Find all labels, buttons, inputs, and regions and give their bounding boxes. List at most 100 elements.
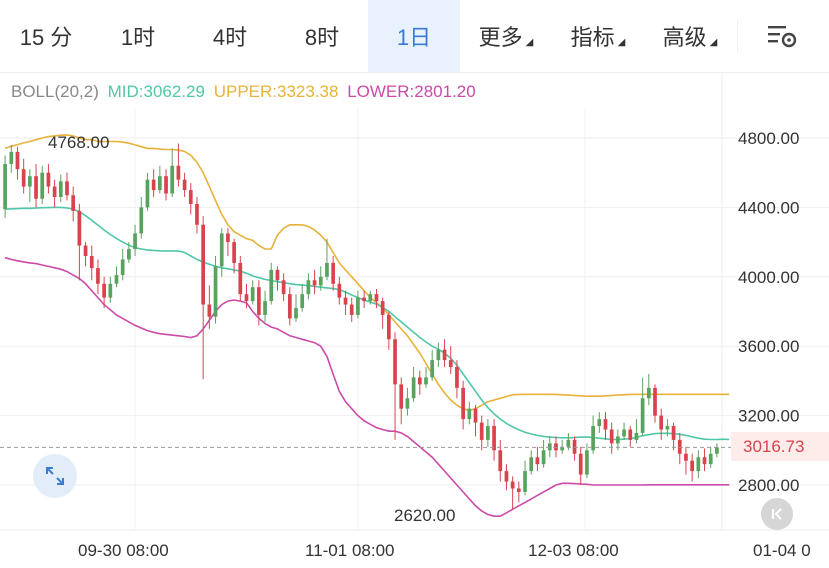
candle-body xyxy=(151,179,156,191)
candle-body xyxy=(114,275,119,284)
candle-body xyxy=(250,287,255,302)
candle-body xyxy=(318,276,323,286)
candle-body xyxy=(46,172,51,187)
tab-4h[interactable]: 4时 xyxy=(212,25,248,50)
period-tab-bar: 15 分 1时 4时 8时 1日 更多 ◢ 指标 ◢ 高级 ◢ xyxy=(0,0,829,73)
candle-body xyxy=(541,450,546,465)
candle-body xyxy=(263,301,267,315)
boll-lower-line xyxy=(4,256,730,517)
candle-body xyxy=(504,471,509,482)
candle-body xyxy=(455,367,459,388)
candle-body xyxy=(139,207,144,234)
candle-body xyxy=(219,233,224,267)
candle-body xyxy=(343,297,348,305)
tab-1h[interactable]: 1时 xyxy=(120,25,156,50)
candle-body xyxy=(120,259,125,276)
tab-8h[interactable]: 8时 xyxy=(304,25,340,50)
candle-body xyxy=(653,387,657,416)
candle-body xyxy=(566,439,571,447)
candles xyxy=(0,143,829,510)
candle-body xyxy=(287,294,292,319)
candle-body xyxy=(665,426,670,430)
low-price-label: 2620.00 xyxy=(394,506,456,525)
candle-body xyxy=(362,297,366,302)
candle-body xyxy=(591,426,595,451)
x-tick-label: 09-30 08:00 xyxy=(78,541,169,560)
candle-body xyxy=(3,164,7,210)
candle-body xyxy=(300,294,305,309)
chart-settings-button[interactable] xyxy=(752,0,812,72)
boll-upper-line xyxy=(4,134,730,412)
candle-body xyxy=(331,262,336,284)
scroll-to-latest-button[interactable] xyxy=(761,498,793,530)
candle-body xyxy=(436,349,441,361)
tab-more[interactable]: 更多 ◢ xyxy=(478,25,534,50)
candle-body xyxy=(386,314,391,340)
candle-body xyxy=(442,349,447,361)
candle-body xyxy=(616,436,620,444)
candle-body xyxy=(77,210,82,246)
candle-body xyxy=(516,488,521,492)
candle-body xyxy=(448,360,453,368)
candle-body xyxy=(634,432,639,440)
candle-body xyxy=(393,339,397,385)
candle-body xyxy=(275,269,280,281)
candle-body xyxy=(188,190,193,204)
candle-body xyxy=(294,308,298,319)
candle-body xyxy=(585,450,589,475)
tab-advanced[interactable]: 高级 ◢ xyxy=(662,25,718,50)
y-tick-label: 4000.00 xyxy=(738,268,799,287)
dropdown-caret-icon: ◢ xyxy=(525,36,534,48)
candle-body xyxy=(696,457,701,472)
candle-body xyxy=(89,255,94,269)
candle-body xyxy=(622,429,626,437)
candle-body xyxy=(399,384,404,409)
tab-15min[interactable]: 15 分 xyxy=(19,25,73,50)
candle-body xyxy=(523,471,527,492)
y-tick-label: 4400.00 xyxy=(738,198,799,217)
candle-body xyxy=(102,283,106,298)
tab-1d[interactable]: 1日 xyxy=(368,0,460,72)
candle-body xyxy=(164,176,168,194)
candle-body xyxy=(578,453,583,475)
candle-body xyxy=(176,165,181,180)
x-tick-label: 01-04 0 xyxy=(753,541,811,560)
candle-body xyxy=(424,377,428,385)
candle-body xyxy=(560,446,565,451)
candle-body xyxy=(479,422,484,440)
candle-body xyxy=(58,181,63,197)
candle-body xyxy=(510,481,515,489)
candle-body xyxy=(96,268,100,284)
candle-body xyxy=(281,280,286,295)
candle-body xyxy=(269,269,274,302)
candle-body xyxy=(374,294,379,302)
candle-body xyxy=(609,429,614,444)
fullscreen-button[interactable] xyxy=(33,454,77,498)
candle-body xyxy=(306,280,311,295)
candle-body xyxy=(207,304,212,317)
tab-indicators[interactable]: 指标 ◢ xyxy=(570,25,626,50)
candle-body xyxy=(473,408,478,423)
candle-body xyxy=(157,176,162,191)
y-tick-label: 2800.00 xyxy=(738,476,799,495)
dropdown-caret-icon: ◢ xyxy=(709,36,718,48)
x-axis: 09-30 08:00 11-01 08:00 12-03 08:00 01-04 0 xyxy=(78,541,811,560)
candle-body xyxy=(213,266,218,317)
candle-body xyxy=(486,426,490,440)
boll-bands xyxy=(4,134,730,517)
tab-divider xyxy=(737,20,738,52)
y-tick-label: 3200.00 xyxy=(738,407,799,426)
candle-body xyxy=(108,283,113,298)
boll-upper-value: UPPER:3323.38 xyxy=(213,82,339,101)
candle-body xyxy=(9,151,14,165)
candle-body xyxy=(684,453,688,461)
candle-body xyxy=(702,457,707,465)
boll-lower-value: LOWER:2801.20 xyxy=(347,82,476,101)
boll-legend: BOLL(20,2) MID:3062.29 UPPER:3323.38 LOW… xyxy=(11,82,480,102)
candle-body xyxy=(411,377,416,399)
candle-body xyxy=(708,453,713,465)
candle-body xyxy=(40,172,45,199)
y-axis: 4800.00 4400.00 4000.00 3600.00 3200.00 2800.… xyxy=(738,129,799,495)
candle-body xyxy=(572,439,577,454)
